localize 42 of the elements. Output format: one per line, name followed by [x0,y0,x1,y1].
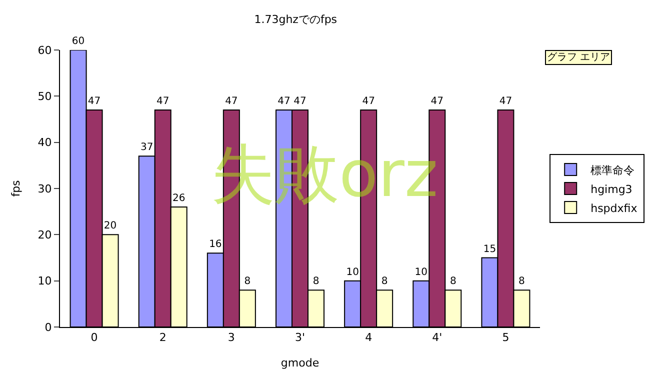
y-tick-label: 20 [38,228,52,242]
data-label: 47 [362,96,375,108]
data-label: 47 [294,96,306,108]
chart-title: 1.73ghzでのfps [254,12,338,26]
data-label: 47 [430,96,444,108]
data-label: 15 [483,244,496,255]
y-tick-label: 30 [38,182,52,196]
legend-label: hspdxfix [590,202,638,215]
y-tick-label: 10 [38,274,52,288]
x-tick-label: 0 [90,331,98,344]
x-tick-label: 5 [502,331,510,344]
text: グラフ エリア [547,52,610,63]
x-tick-label: 4 [365,331,372,344]
data-label: 8 [244,276,251,288]
legend-label: 標準命令 [590,164,635,177]
data-label: 47 [88,96,101,108]
legend-label: hgimg3 [590,182,632,196]
y-tick-label: 60 [38,44,52,57]
data-label: 37 [140,142,154,154]
data-label: 47 [278,96,290,108]
data-label: 16 [209,239,222,250]
x-tick-label: 3' [294,331,306,344]
data-label: 8 [450,276,456,288]
y-tick-label: 0 [44,320,52,334]
y-tick-label: 50 [38,90,52,104]
x-tick-label: 2 [159,331,166,344]
data-label: 47 [156,96,170,108]
data-label: 20 [104,220,117,232]
data-label: 47 [499,96,512,108]
data-label: 10 [414,266,428,278]
data-label: 60 [72,36,85,47]
data-label: 8 [312,276,320,288]
x-axis-title: gmode [280,356,320,370]
data-label: 26 [172,192,186,204]
data-label: 8 [518,276,525,288]
y-tick-label: 40 [38,136,52,150]
data-label: 10 [346,266,359,278]
data-label: 8 [381,276,388,288]
y-axis-title: fps [9,180,22,197]
x-tick-label: 3 [228,331,235,344]
x-tick-label: 4' [432,331,442,344]
data-label: 47 [225,96,238,108]
